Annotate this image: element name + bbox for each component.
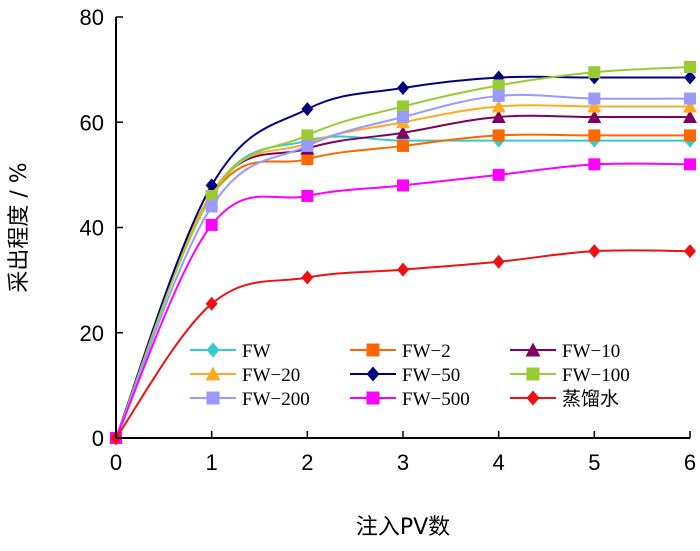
data-point-fw-2-2 [301,153,314,166]
series-distilled-water [110,244,696,445]
legend-label-distilled-water: 蒸馏水 [562,388,619,410]
legend-label-fw-50: FW−50 [402,365,460,386]
y-tick-label-20: 20 [80,321,104,346]
data-point-distilled-water-6 [684,244,696,259]
data-point-fw-2-4 [492,129,505,142]
x-tick-label-0: 0 [110,450,122,475]
y-tick-label-0: 0 [92,426,104,451]
data-point-fw-200-5 [588,92,601,105]
legend-marker-fw-200 [206,391,220,405]
legend-label-fw-10: FW−10 [562,341,620,362]
data-point-fw-500-5 [588,158,601,171]
data-point-fw-500-2 [301,189,314,202]
legend: FW FW−2 FW−10 FW−20 FW−50 FW−100 FW−200 FW−500 蒸… [190,341,630,410]
legend-label-fw-20: FW−20 [242,365,300,386]
legend-item-fw-200: FW−200 [190,389,310,410]
data-point-fw-100-4 [492,79,505,92]
data-point-fw-2-3 [397,139,409,152]
legend-item-fw-20: FW−20 [190,365,300,386]
series-line-fw-100 [115,65,691,439]
legend-marker-fw [206,342,220,358]
x-axis-title: 注入PV数 [356,515,450,540]
data-point-fw-50-6 [684,70,696,85]
data-point-fw-2-6 [684,129,696,142]
data-point-fw-200-1 [205,200,218,213]
data-point-fw-50-2 [301,102,314,117]
data-point-fw-10-4 [491,109,506,123]
data-point-fw-200-3 [397,110,409,123]
data-point-fw-20-5 [587,99,602,113]
data-point-fw-10-3 [396,125,410,139]
legend-item-fw-100: FW−100 [510,365,630,386]
data-point-fw-2-5 [588,129,601,142]
legend-label-fw-100: FW−100 [562,365,630,386]
legend-marker-fw-10 [525,342,541,357]
data-point-distilled-water-3 [397,262,409,277]
data-point-distilled-water-4 [492,254,505,269]
legend-marker-distilled-water [526,390,540,406]
y-tick-label-80: 80 [80,5,104,30]
data-point-fw-50-1 [205,178,218,193]
legend-marker-fw-2 [366,343,380,357]
legend-marker-fw-50 [366,366,380,382]
series-line-fw-20 [115,104,690,439]
legend-item-distilled-water: 蒸馏水 [510,388,619,410]
legend-label-fw: FW [242,341,271,362]
data-point-distilled-water-1 [205,296,218,311]
x-tick-label-4: 4 [493,450,505,475]
series-layer [109,60,697,445]
data-point-fw-10-5 [587,109,602,123]
data-point-fw-200-2 [301,139,314,152]
legend-marker-fw-100 [526,367,540,381]
data-point-fw-50-3 [397,81,409,96]
x-tick-label-3: 3 [397,450,409,475]
ticks-layer: 0 20 40 60 80 0 1 2 3 4 5 6 [80,5,697,475]
data-point-fw-500-3 [397,179,409,192]
data-point-fw-500-1 [205,218,218,231]
data-point-fw-200-6 [684,92,696,105]
data-point-fw-10-6 [683,109,697,123]
data-point-fw-100-1 [205,189,218,202]
y-axis-title: 采出程度 / % [7,162,32,292]
series-fw-500 [110,158,696,444]
legend-label-fw-200: FW−200 [242,389,310,410]
data-point-fw-20-6 [683,99,697,113]
legend-label-fw-500: FW−500 [402,389,470,410]
x-tick-label-6: 6 [684,450,696,475]
data-point-fw-100-6 [684,60,696,73]
legend-item-fw-50: FW−50 [350,365,460,386]
legend-item-fw-10: FW−10 [510,341,620,362]
legend-item-fw-2: FW−2 [350,341,451,362]
data-point-fw-500-6 [684,158,696,171]
legend-label-fw-2: FW−2 [402,341,451,362]
series-line-fw-50 [115,75,690,439]
data-point-fw-100-2 [301,129,314,142]
data-point-fw-200-4 [492,89,505,102]
x-tick-label-1: 1 [206,450,218,475]
data-point-fw-100-5 [588,66,601,79]
data-point-fw-500-4 [492,168,505,181]
legend-item-fw-500: FW−500 [350,389,470,410]
data-point-fw-20-4 [491,99,506,113]
x-tick-label-5: 5 [588,450,600,475]
legend-item-fw: FW [190,341,271,362]
data-point-distilled-water-5 [588,244,601,259]
legend-marker-fw-500 [366,391,380,405]
data-point-distilled-water-2 [301,270,314,285]
y-tick-label-40: 40 [80,216,104,241]
y-tick-label-60: 60 [80,110,104,135]
x-tick-label-2: 2 [301,450,313,475]
legend-marker-fw-20 [205,366,221,381]
data-point-fw-100-3 [397,100,409,113]
